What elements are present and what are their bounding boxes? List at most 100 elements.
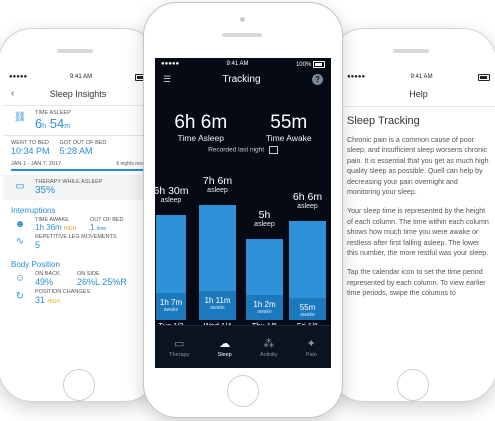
awake-sublabel: awake — [163, 307, 179, 313]
time-asleep-value: 6h 54m — [35, 116, 71, 131]
out-bed-value: 1 time — [90, 223, 107, 232]
home-button — [227, 375, 259, 407]
asleep-sublabel: asleep — [254, 221, 275, 228]
tracking-screen: ●●●●● 9:41 AM 100% ☰ Tracking ? 6h 6m Ti… — [155, 58, 331, 368]
column-asleep-label: 6h 30m asleep — [155, 185, 192, 204]
home-button — [63, 369, 95, 401]
asleep-value: 5h — [258, 209, 271, 221]
tab-pain[interactable]: ✦ Pain — [306, 337, 317, 358]
time-awake-value: 1h 36m HIGH — [35, 223, 77, 232]
battery-icon — [477, 74, 490, 82]
sleep-insights-screen: ●●●●● 9:41 AM ‹ Sleep Insights ⛓ TIME AS… — [3, 71, 153, 371]
out-of-bed-label: GOT OUT OF BED — [59, 140, 107, 146]
went-to-bed-label: WENT TO BED — [11, 140, 49, 146]
speaker — [222, 33, 262, 37]
on-side-value: 26%L 25%R — [77, 277, 127, 287]
on-back-label: ON BACK — [35, 271, 60, 277]
back-icon[interactable]: ‹ — [11, 88, 15, 99]
body-position-section: Body Position ☺ ON BACK 49% ON SIDE 26%L… — [3, 254, 153, 309]
center-phone: ●●●●● 9:41 AM 100% ☰ Tracking ? 6h 6m Ti… — [143, 2, 343, 418]
activity-icon: ⁂ — [263, 337, 275, 350]
tab-bar: ▭ Therapy ☁ Sleep ⁂ Activity ✦ Pain — [155, 325, 331, 368]
column-asleep-label: 5h asleep — [240, 209, 289, 228]
right-phone: ●●●●● 9:41 AM Help Sleep Tracking Chroni… — [330, 28, 495, 402]
tab-sleep[interactable]: ☁ Sleep — [218, 337, 232, 358]
help-paragraph-2: Your sleep time is represented by the he… — [347, 207, 489, 258]
device-icon: ▭ — [15, 180, 25, 192]
body-position-title: Body Position — [11, 260, 60, 269]
recorded-label[interactable]: Recorded last night — [155, 146, 331, 154]
asleep-value: 6h 30m — [155, 185, 189, 197]
signal-icon: ●●●●● — [9, 74, 28, 80]
out-of-bed-value: 5:28 AM — [59, 146, 93, 156]
time-awake-value: 55m — [270, 112, 308, 133]
sleep-summary: 6h 6m Time Asleep 55m Time Awake — [155, 112, 331, 143]
signal-icon: ●●●●● — [161, 61, 180, 67]
awake-sublabel: awake — [300, 312, 315, 318]
time-asleep-stat: 6h 6m Time Asleep — [174, 112, 228, 143]
status-bar: ●●●●● 9:41 AM — [3, 71, 153, 85]
left-phone: ●●●●● 9:41 AM ‹ Sleep Insights ⛓ TIME AS… — [0, 28, 158, 402]
nav-header: Help — [341, 85, 495, 107]
awake-value: 1h 11m — [204, 296, 231, 305]
tab-label: Activity — [260, 351, 278, 358]
tab-label: Sleep — [217, 351, 232, 358]
home-button — [397, 369, 429, 401]
pain-icon: ✦ — [306, 337, 316, 350]
speaker — [393, 49, 429, 53]
battery-indicator: 100% — [296, 61, 325, 69]
therapy-icon: ▭ — [174, 337, 185, 350]
awake-sublabel: awake — [210, 305, 225, 311]
date-range: JAN 1 - JAN 7, 2017 — [11, 161, 62, 167]
asleep-sublabel: asleep — [297, 203, 318, 210]
range-slider[interactable] — [11, 169, 145, 171]
sleep-chart: 1h 7m awake 6h 30m asleep 1h 11m awake 7h 6m as… — [155, 175, 331, 320]
awake-value: 1h 7m — [159, 298, 183, 307]
awake-bar: 1h 11m awake — [199, 291, 236, 320]
help-paragraph-1: Chronic pain is a common cause of poor s… — [347, 136, 489, 197]
page-title: Tracking — [222, 74, 261, 85]
help-paragraph-3: Tap the calendar icon to set the time pe… — [347, 268, 486, 298]
sleep-column[interactable]: 55m awake 6h 6m asleep — [289, 191, 326, 320]
status-time: 9:41 AM — [70, 74, 93, 80]
pos-changes-label: POSITION CHANGES — [35, 289, 91, 295]
sleep-column[interactable]: 1h 2m awake 5h asleep — [246, 209, 283, 320]
awake-bar: 1h 7m awake — [156, 293, 186, 320]
column-asleep-label: 7h 6m asleep — [193, 175, 242, 194]
bed-icon: ⛓ — [13, 111, 27, 123]
status-time: 9:41 AM — [226, 61, 249, 67]
sleep-column[interactable]: 1h 7m awake 6h 30m asleep — [155, 185, 189, 320]
date-range-row[interactable]: JAN 1 - JAN 7, 2017 6 nights reco — [11, 161, 145, 167]
therapy-value: 35% — [35, 185, 56, 196]
awake-bar: 55m awake — [289, 298, 326, 320]
menu-icon[interactable]: ☰ — [163, 74, 172, 84]
signal-icon: ●●●●● — [347, 74, 366, 80]
calendar-icon[interactable] — [268, 146, 278, 154]
on-side-label: ON SIDE — [77, 271, 100, 277]
awake-value: 55m — [299, 303, 316, 312]
top-bar: ☰ Tracking ? — [155, 72, 331, 89]
time-awake-stat: 55m Time Awake — [265, 112, 312, 143]
tab-activity[interactable]: ⁂ Activity — [260, 337, 277, 358]
time-asleep-value: 6h 6m — [174, 112, 228, 133]
position-change-icon: ↻ — [15, 290, 25, 302]
asleep-sublabel: asleep — [207, 187, 228, 194]
asleep-value: 7h 6m — [202, 175, 233, 187]
tab-label: Therapy — [169, 351, 190, 358]
awake-value: 1h 2m — [253, 300, 276, 309]
page-title: Sleep Insights — [49, 89, 107, 99]
time-awake-label: Time Awake — [265, 133, 312, 143]
sleep-column[interactable]: 1h 11m awake 7h 6m asleep — [199, 175, 236, 320]
help-screen: ●●●●● 9:41 AM Help Sleep Tracking Chroni… — [341, 71, 495, 371]
awake-sublabel: awake — [257, 309, 272, 315]
speaker — [57, 49, 93, 53]
camera — [240, 17, 245, 22]
time-awake-label: TIME AWAKE — [35, 217, 69, 223]
help-icon[interactable]: ? — [312, 74, 323, 85]
tab-therapy[interactable]: ▭ Therapy — [169, 337, 189, 358]
asleep-sublabel: asleep — [160, 197, 182, 204]
status-bar: ●●●●● 9:41 AM 100% — [155, 58, 331, 72]
awake-bar: 1h 2m awake — [246, 295, 283, 320]
time-asleep-label: Time Asleep — [177, 133, 224, 143]
nights-recorded: 6 nights reco — [116, 161, 145, 167]
